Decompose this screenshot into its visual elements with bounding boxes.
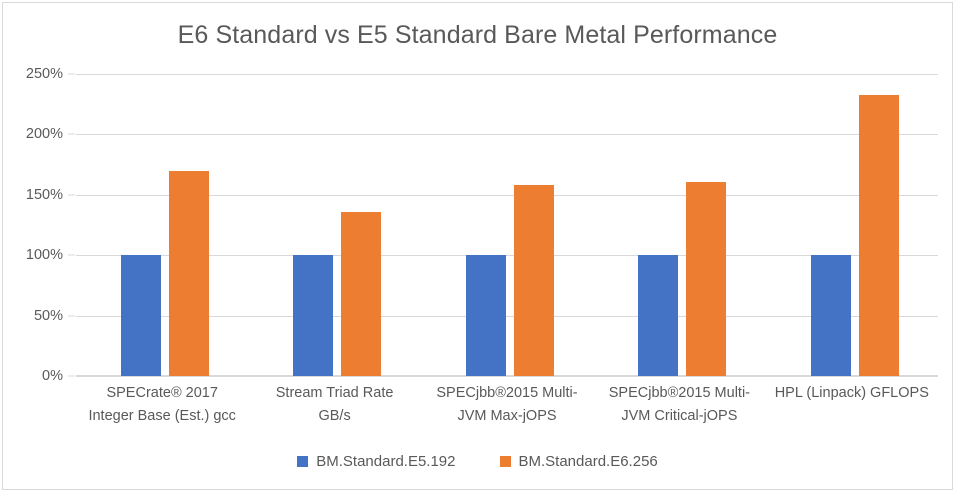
bar-0[interactable] (121, 255, 161, 376)
bar-group (593, 74, 765, 376)
y-axis-tick-mark (68, 254, 75, 256)
y-axis-tick-label: 50% (33, 307, 63, 324)
bar-0[interactable] (810, 255, 851, 376)
bar-1[interactable] (169, 170, 209, 376)
bar-1[interactable] (686, 181, 727, 376)
x-axis-tick-label-line: HPL (Linpack) GFLOPS (774, 385, 929, 401)
y-axis: 250% 200% 150% 100% 50% 0% (3, 66, 75, 384)
legend-swatch-icon (297, 456, 309, 467)
gridline (76, 194, 938, 196)
bar-0[interactable] (638, 255, 679, 376)
x-axis-tick-label-line: JVM Max-jOPS (457, 408, 557, 424)
y-axis-tick-label: 150% (25, 186, 63, 203)
chart-title: E6 Standard vs E5 Standard Bare Metal Pe… (177, 21, 778, 49)
y-axis-tick-label: 200% (25, 126, 63, 143)
y-axis-tick-mark (68, 73, 75, 75)
y-axis-tick-label: 0% (42, 368, 63, 384)
bar-group (248, 74, 420, 376)
gridline (76, 134, 938, 136)
bar-0[interactable] (293, 255, 334, 376)
y-axis-tick-mark (68, 133, 75, 135)
x-axis-tick-label-line: GB/s (318, 408, 351, 424)
y-axis-tick-mark (68, 375, 75, 377)
bar-group (766, 74, 938, 376)
bar-1[interactable] (858, 94, 899, 376)
legend-item-0[interactable]: BM.Standard.E5.192 (297, 453, 456, 470)
x-axis-tick-label: SPECjbb®2015 Multi- JVM Max-jOPS (421, 382, 593, 428)
x-axis-tick-label-line: SPECrate® 2017 (106, 385, 218, 401)
x-axis-tick-label: HPL (Linpack) GFLOPS (766, 382, 938, 405)
gridline (76, 255, 938, 257)
gridline (76, 74, 938, 75)
bar-1[interactable] (513, 185, 554, 376)
y-axis-tick-mark (68, 194, 75, 196)
y-axis-tick-mark (68, 315, 75, 317)
legend-item-1[interactable]: BM.Standard.E6.256 (499, 453, 658, 470)
bar-0[interactable] (465, 255, 506, 376)
y-axis-tick-label: 250% (25, 66, 63, 82)
x-axis-tick-label: SPECjbb®2015 Multi- JVM Critical-jOPS (593, 382, 765, 428)
legend-label: BM.Standard.E6.256 (518, 453, 658, 470)
x-axis-tick-label-line: SPECjbb®2015 Multi- (436, 385, 578, 401)
legend-swatch-icon (499, 456, 511, 467)
y-axis-tick-label: 100% (25, 247, 63, 264)
x-axis-tick-label: Stream Triad Rate GB/s (248, 382, 420, 428)
plot-area (76, 74, 938, 377)
chart-legend: BM.Standard.E5.192 BM.Standard.E6.256 (3, 453, 952, 470)
x-axis-tick-label-line: JVM Critical-jOPS (621, 408, 738, 424)
bar-group (76, 74, 248, 376)
x-axis-tick-label-line: Stream Triad Rate (275, 385, 394, 401)
bar-group (421, 74, 593, 376)
axis-baseline (76, 375, 938, 377)
bar-1[interactable] (341, 211, 382, 376)
x-axis: SPECrate® 2017 Integer Base (Est.) gcc Str… (76, 382, 938, 438)
gridline (76, 315, 938, 317)
x-axis-tick-label-line: Integer Base (Est.) gcc (88, 408, 236, 424)
x-axis-tick-label-line: SPECjbb®2015 Multi- (608, 385, 750, 401)
x-axis-tick-label: SPECrate® 2017 Integer Base (Est.) gcc (76, 382, 248, 428)
legend-label: BM.Standard.E5.192 (316, 453, 456, 470)
